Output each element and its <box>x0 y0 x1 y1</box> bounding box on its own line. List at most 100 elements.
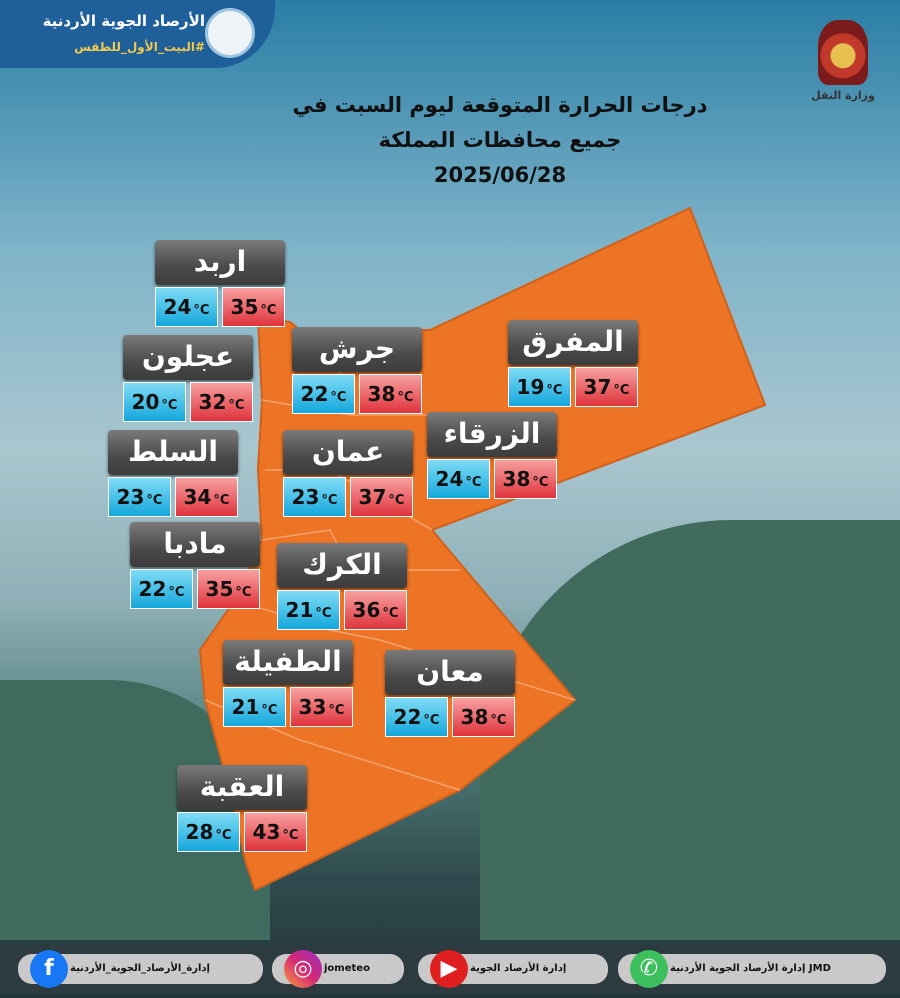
unit-label: °C <box>193 303 210 318</box>
forecast-date: 2025/06/28 <box>433 163 567 187</box>
jordan-crest-icon <box>818 20 868 85</box>
city-forecast: عمان 23 °C 37 °C <box>283 430 413 517</box>
min-temp-value: 28 <box>185 820 214 844</box>
unit-label: °C <box>213 493 230 508</box>
min-temp: 28 °C <box>177 812 240 852</box>
brand-hashtag: #البيت_الأول_للطقس <box>74 40 205 54</box>
instagram-link[interactable]: ◎ jometeo <box>272 950 404 988</box>
whatsapp-handle: إدارة الأرصاد الجوية الأردنية JMD <box>670 963 831 974</box>
unit-label: °C <box>328 703 345 718</box>
unit-label: °C <box>168 585 185 600</box>
unit-label: °C <box>235 585 252 600</box>
unit-label: °C <box>315 606 332 621</box>
city-name: الزرقاء <box>427 412 557 457</box>
max-temp-value: 43 <box>252 820 281 844</box>
unit-label: °C <box>260 303 277 318</box>
max-temp: 38 °C <box>452 697 515 737</box>
city-forecast: جرش 22 °C 38 °C <box>292 327 422 414</box>
max-temp-value: 38 <box>367 382 396 406</box>
unit-label: °C <box>382 606 399 621</box>
max-temp: 33 °C <box>290 687 353 727</box>
city-forecast: العقبة 28 °C 43 °C <box>177 765 307 852</box>
min-temp: 24 °C <box>427 459 490 499</box>
city-name: المفرق <box>508 320 638 365</box>
max-temp: 36 °C <box>344 590 407 630</box>
min-temp: 23 °C <box>108 477 171 517</box>
max-temp-value: 36 <box>352 598 381 622</box>
min-temp: 22 °C <box>292 374 355 414</box>
max-temp-value: 35 <box>230 295 259 319</box>
max-temp-value: 32 <box>198 390 227 414</box>
min-temp: 24 °C <box>155 287 218 327</box>
city-name: الطفيلة <box>223 640 353 685</box>
facebook-link[interactable]: f إدارة_الأرصاد_الجوية_الأردنية <box>18 950 263 988</box>
min-temp: 20 °C <box>123 382 186 422</box>
unit-label: °C <box>613 383 630 398</box>
social-footer: f إدارة_الأرصاد_الجوية_الأردنية ◎ jometeo … <box>0 946 900 994</box>
unit-label: °C <box>261 703 278 718</box>
min-temp: 22 °C <box>385 697 448 737</box>
youtube-handle: إدارة الأرصاد الجوية <box>470 963 567 974</box>
unit-label: °C <box>490 713 507 728</box>
min-temp: 21 °C <box>223 687 286 727</box>
min-temp-value: 21 <box>231 695 260 719</box>
min-temp-value: 22 <box>393 705 422 729</box>
unit-label: °C <box>161 398 178 413</box>
title-line-1: درجات الحرارة المتوقعة ليوم السبت في <box>292 93 708 117</box>
city-forecast: الزرقاء 24 °C 38 °C <box>427 412 557 499</box>
city-forecast: المفرق 19 °C 37 °C <box>508 320 638 407</box>
facebook-handle: إدارة_الأرصاد_الجوية_الأردنية <box>70 963 210 974</box>
max-temp: 38 °C <box>359 374 422 414</box>
city-name: مادبا <box>130 522 260 567</box>
brand-name: الأرصاد الجوية الأردنية <box>42 12 205 30</box>
city-forecast: الكرك 21 °C 36 °C <box>277 543 407 630</box>
city-name: جرش <box>292 327 422 372</box>
youtube-link[interactable]: ▶ إدارة الأرصاد الجوية <box>418 950 608 988</box>
city-forecast: الطفيلة 21 °C 33 °C <box>223 640 353 727</box>
jmd-brand-banner: الأرصاد الجوية الأردنية #البيت_الأول_للط… <box>0 0 275 68</box>
max-temp-value: 38 <box>502 467 531 491</box>
max-temp: 38 °C <box>494 459 557 499</box>
min-temp-value: 22 <box>138 577 167 601</box>
max-temp: 37 °C <box>575 367 638 407</box>
ministry-name: وزارة النقل <box>811 89 875 102</box>
max-temp-value: 37 <box>583 375 612 399</box>
max-temp-value: 33 <box>298 695 327 719</box>
unit-label: °C <box>532 475 549 490</box>
ministry-logo: وزارة النقل <box>808 20 878 102</box>
max-temp: 37 °C <box>350 477 413 517</box>
min-temp-value: 24 <box>435 467 464 491</box>
unit-label: °C <box>546 383 563 398</box>
unit-label: °C <box>146 493 163 508</box>
city-forecast: اربد 24 °C 35 °C <box>155 240 285 327</box>
page-title: درجات الحرارة المتوقعة ليوم السبت في جمي… <box>260 88 740 193</box>
max-temp-value: 37 <box>358 485 387 509</box>
city-name: عجلون <box>123 335 253 380</box>
facebook-icon: f <box>30 950 68 988</box>
city-forecast: عجلون 20 °C 32 °C <box>123 335 253 422</box>
unit-label: °C <box>465 475 482 490</box>
unit-label: °C <box>228 398 245 413</box>
max-temp: 43 °C <box>244 812 307 852</box>
min-temp-value: 22 <box>300 382 329 406</box>
min-temp-value: 21 <box>285 598 314 622</box>
unit-label: °C <box>330 390 347 405</box>
city-name: اربد <box>155 240 285 285</box>
min-temp: 19 °C <box>508 367 571 407</box>
unit-label: °C <box>388 493 405 508</box>
unit-label: °C <box>215 828 232 843</box>
whatsapp-icon: ✆ <box>630 950 668 988</box>
min-temp-value: 24 <box>163 295 192 319</box>
city-name: العقبة <box>177 765 307 810</box>
min-temp-value: 23 <box>291 485 320 509</box>
city-name: عمان <box>283 430 413 475</box>
city-forecast: السلط 23 °C 34 °C <box>108 430 238 517</box>
instagram-icon: ◎ <box>284 950 322 988</box>
max-temp-value: 38 <box>460 705 489 729</box>
max-temp-value: 34 <box>183 485 212 509</box>
city-name: السلط <box>108 430 238 475</box>
whatsapp-link[interactable]: ✆ إدارة الأرصاد الجوية الأردنية JMD <box>618 950 886 988</box>
city-forecast: معان 22 °C 38 °C <box>385 650 515 737</box>
unit-label: °C <box>321 493 338 508</box>
min-temp: 22 °C <box>130 569 193 609</box>
